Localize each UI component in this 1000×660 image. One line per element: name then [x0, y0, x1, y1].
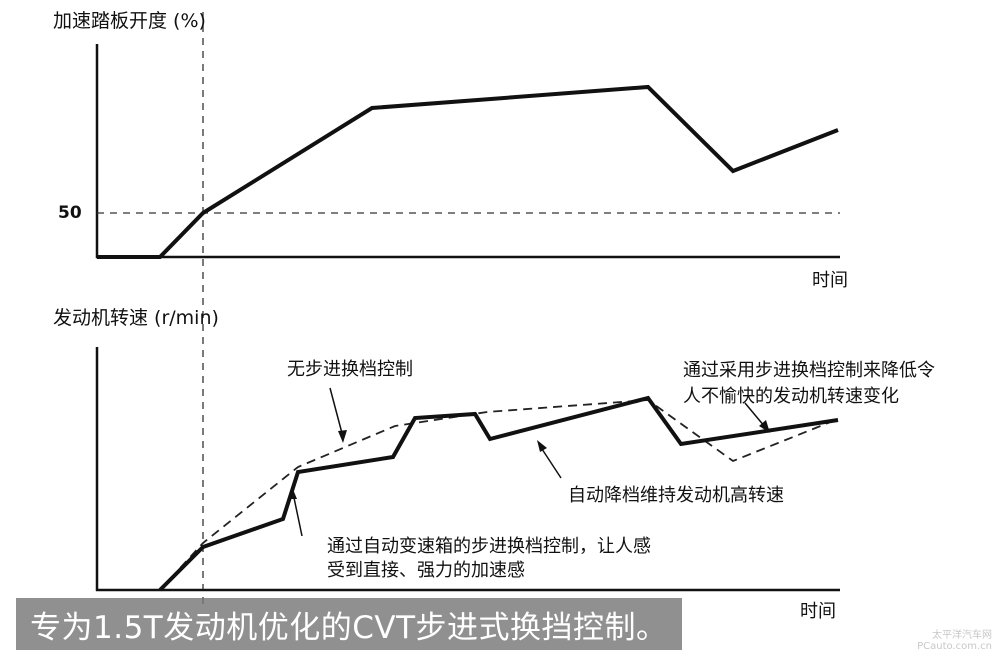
- accelerator-curve: [97, 84, 839, 259]
- top-x-axis-label: 时间: [812, 270, 848, 291]
- top-y-axis-label: 加速踏板开度 (%): [53, 10, 206, 32]
- no-step-control-curve: [159, 399, 839, 591]
- annotation-direct-line1: 通过自动变速箱的步进换档控制，让人感: [327, 536, 651, 557]
- watermark: 太平洋汽车网 PCauto.com.cn: [917, 630, 992, 652]
- annotation-direct-line2: 受到直接、强力的加速感: [327, 560, 525, 581]
- annotation-reduce-line1: 通过采用步进换档控制来降低令: [683, 360, 935, 381]
- annotation-downshift: 自动降档维持发动机高转速: [568, 485, 784, 506]
- step-control-curve: [158, 395, 839, 592]
- top-y-tick-50: 50: [58, 203, 82, 223]
- annotation-reduce-line2: 人不愉快的发动机转速变化: [683, 386, 899, 407]
- arrow-direct: [289, 487, 303, 537]
- caption-bar: 专为1.5T发动机优化的CVT步进式换挡控制。: [16, 598, 682, 650]
- caption-text: 专为1.5T发动机优化的CVT步进式换挡控制。: [30, 609, 668, 646]
- annotation-no-step: 无步进换档控制: [287, 359, 413, 380]
- watermark-line2: PCauto.com.cn: [917, 641, 992, 652]
- bottom-x-axis-label: 时间: [800, 601, 836, 622]
- arrow-downshift: [537, 440, 562, 479]
- bottom-y-axis-label: 发动机转速 (r/min): [53, 307, 219, 329]
- arrow-reduce: [744, 402, 770, 433]
- watermark-line1: 太平洋汽车网: [932, 630, 992, 641]
- arrow-no-step: [329, 387, 347, 443]
